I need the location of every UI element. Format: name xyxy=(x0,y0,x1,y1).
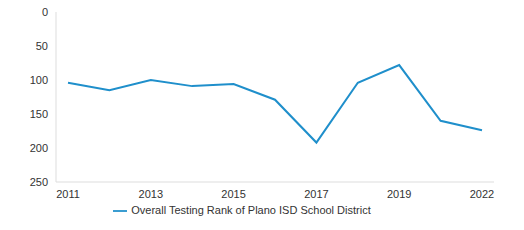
svg-text:2015: 2015 xyxy=(221,188,245,200)
svg-text:2022: 2022 xyxy=(470,188,494,200)
html-text:Overall Testing Rank of Plano: Overall Testing Rank of Plano ISD School… xyxy=(131,204,371,216)
svg-text:50: 50 xyxy=(36,40,48,52)
svg-text:2019: 2019 xyxy=(387,188,411,200)
svg-text:150: 150 xyxy=(30,108,48,120)
svg-text:200: 200 xyxy=(30,142,48,154)
svg-text:250: 250 xyxy=(30,176,48,188)
svg-text:2013: 2013 xyxy=(139,188,163,200)
svg-text:0: 0 xyxy=(42,6,48,18)
svg-text:2017: 2017 xyxy=(304,188,328,200)
svg-text:100: 100 xyxy=(30,74,48,86)
svg-text:2011: 2011 xyxy=(56,188,80,200)
